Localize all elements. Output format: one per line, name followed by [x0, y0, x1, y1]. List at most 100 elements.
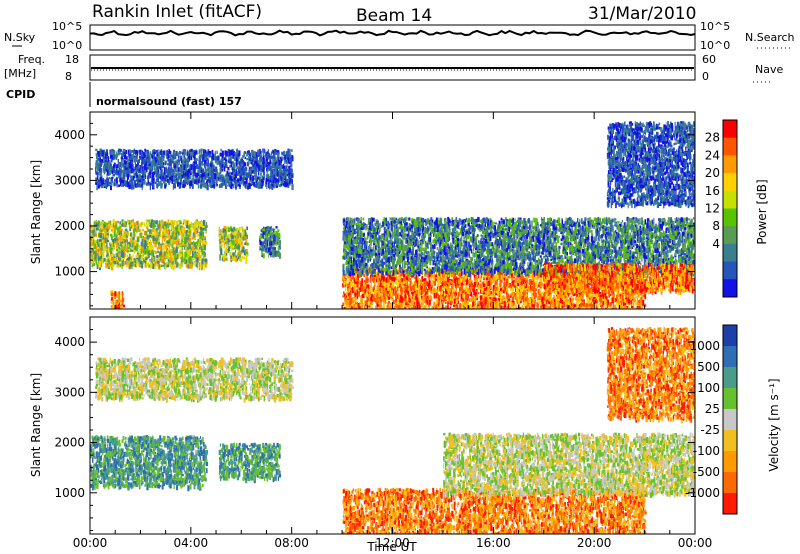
power-cell — [188, 220, 190, 226]
power-cell — [176, 224, 179, 230]
power-cell — [257, 158, 259, 162]
power-cell — [233, 177, 237, 180]
power-cell — [115, 234, 118, 240]
power-cell — [118, 298, 120, 301]
power-cell — [238, 227, 241, 232]
power-cell — [113, 168, 115, 172]
power-cell — [199, 243, 201, 248]
power-cell — [208, 151, 212, 154]
power-cell — [157, 261, 160, 267]
power-cell — [236, 172, 239, 176]
power-cell — [262, 253, 265, 259]
power-cell — [129, 168, 131, 174]
power-cell — [166, 229, 169, 234]
power-cell — [139, 249, 142, 254]
power-cell — [248, 156, 250, 160]
power-cell — [259, 176, 261, 180]
power-cell — [291, 174, 293, 178]
power-cell — [163, 150, 166, 155]
power-cell — [282, 176, 284, 182]
power-cell — [131, 182, 133, 188]
power-cell — [291, 155, 293, 159]
power-cell — [113, 246, 115, 252]
power-cell — [94, 250, 97, 254]
power-cell — [131, 245, 133, 248]
power-cell — [160, 169, 163, 174]
power-cell — [274, 236, 277, 242]
power-cell — [186, 256, 189, 263]
power-cell — [136, 226, 138, 232]
power-cell — [167, 155, 170, 159]
power-cell — [276, 156, 278, 163]
power-cell — [200, 232, 202, 236]
power-cell — [144, 256, 145, 260]
power-cell — [195, 258, 197, 263]
power-cell — [205, 242, 208, 245]
power-cell — [195, 158, 198, 161]
power-cell — [232, 163, 236, 169]
power-cell — [371, 306, 373, 309]
power-cell — [185, 242, 187, 246]
power-cell — [225, 173, 228, 177]
power-cell — [222, 228, 225, 233]
power-cell — [102, 247, 105, 254]
power-cell — [194, 253, 197, 257]
power-cell — [169, 169, 172, 175]
power-cell — [245, 236, 247, 239]
power-cell — [113, 234, 116, 238]
power-cell — [144, 148, 146, 152]
power-cell — [193, 222, 196, 227]
power-cell — [270, 151, 272, 156]
power-cell — [138, 228, 141, 232]
power-cell — [131, 237, 133, 243]
power-cell — [110, 252, 113, 258]
power-cell — [125, 171, 128, 177]
power-cell — [199, 161, 202, 167]
power-cell — [111, 262, 113, 265]
power-cell — [154, 251, 158, 254]
power-cell — [199, 154, 201, 157]
power-cell — [203, 244, 206, 251]
power-cell — [124, 222, 126, 226]
power-cell — [95, 259, 98, 265]
power-cell — [177, 171, 180, 176]
power-cell — [120, 179, 122, 184]
power-cell — [151, 219, 153, 222]
power-cell — [273, 244, 275, 248]
power-cell — [151, 234, 153, 239]
power-cell — [148, 166, 150, 171]
power-cell — [93, 251, 95, 258]
power-cell — [144, 251, 146, 255]
power-cell — [111, 170, 114, 174]
power-cell — [280, 172, 283, 176]
power-cell — [275, 241, 278, 246]
power-cell — [120, 236, 122, 242]
power-cell — [289, 180, 291, 185]
power-cell — [196, 234, 199, 237]
power-cell — [196, 257, 199, 262]
power-cell — [287, 183, 289, 187]
power-cell — [94, 232, 97, 236]
power-cell — [202, 154, 204, 159]
power-cell — [265, 152, 267, 157]
power-cell — [156, 150, 158, 153]
power-cell — [176, 227, 178, 231]
power-cell — [251, 170, 254, 174]
power-cell — [111, 292, 114, 296]
power-cell — [190, 156, 193, 160]
power-cell — [95, 148, 98, 152]
power-cell — [241, 163, 243, 168]
power-cell — [103, 157, 105, 163]
power-cell — [179, 220, 181, 226]
power-cell — [203, 219, 206, 226]
power-cell — [100, 247, 102, 252]
power-cell — [196, 244, 198, 251]
power-cell — [171, 154, 175, 158]
power-cell — [112, 229, 114, 233]
power-cell — [119, 230, 123, 235]
power-cell — [129, 179, 131, 184]
power-cell — [114, 170, 117, 175]
power-cell — [182, 154, 184, 158]
power-cell — [114, 291, 117, 296]
power-cell — [133, 148, 136, 154]
